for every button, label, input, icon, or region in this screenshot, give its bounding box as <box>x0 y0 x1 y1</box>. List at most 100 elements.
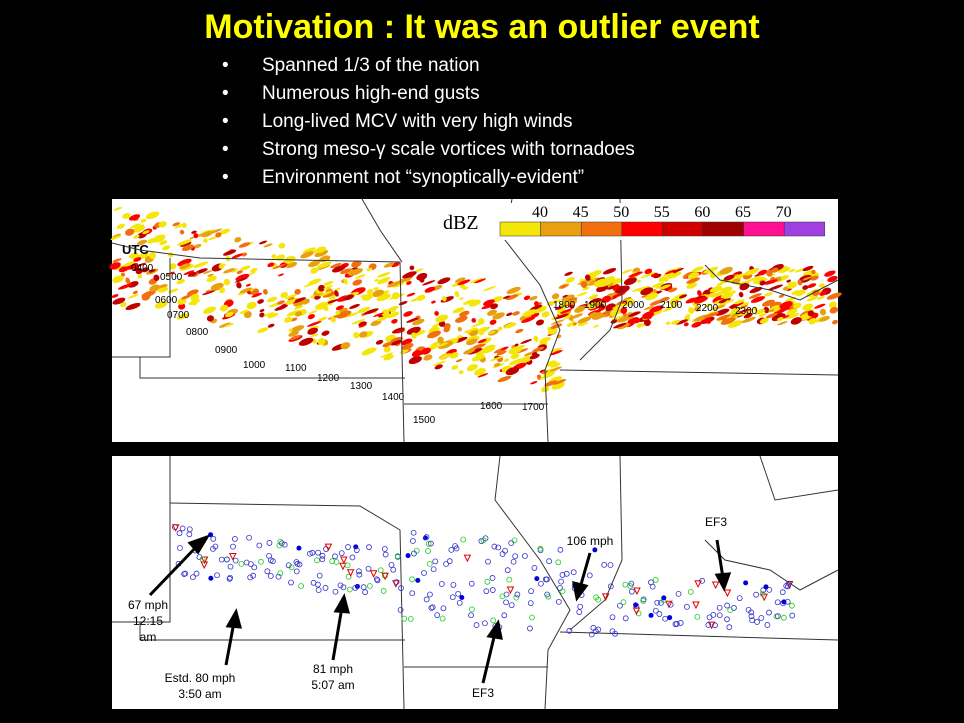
legend-swatch <box>499 221 541 237</box>
wind-report-sig <box>667 615 673 621</box>
wind-report <box>508 602 515 609</box>
radar-echo <box>615 285 630 294</box>
radar-echo <box>420 347 432 355</box>
radar-echo <box>567 299 578 306</box>
radar-echo <box>267 312 279 319</box>
radar-echo <box>771 313 786 322</box>
radar-echo <box>234 236 242 243</box>
radar-echo <box>807 283 817 289</box>
wind-report <box>434 612 441 619</box>
radar-echo <box>818 283 825 288</box>
radar-echo <box>288 328 293 332</box>
wind-report <box>677 620 684 626</box>
radar-echo <box>376 293 391 302</box>
radar-echo <box>359 331 368 338</box>
radar-echo <box>530 381 538 385</box>
wind-report <box>238 560 245 567</box>
radar-echo <box>406 281 412 285</box>
radar-echo <box>655 285 662 289</box>
radar-echo <box>645 292 659 301</box>
annotation: Estd. 80 mph <box>165 671 236 685</box>
radar-echo <box>224 311 234 318</box>
wind-report <box>366 544 372 551</box>
wind-report <box>340 584 347 591</box>
bullet-dot: • <box>222 167 229 188</box>
radar-echo <box>744 312 753 318</box>
wind-report <box>482 620 488 627</box>
wind-report-sig <box>648 612 654 618</box>
wind-report <box>510 558 517 565</box>
radar-echo <box>118 283 132 290</box>
wind-report <box>499 593 506 600</box>
radar-echo <box>410 296 425 302</box>
radar-echo <box>427 330 441 339</box>
arrows <box>148 534 732 684</box>
wind-report <box>176 530 183 537</box>
radar-echo <box>780 306 791 312</box>
time-label: 1100 <box>285 363 307 374</box>
radar-echo <box>330 316 336 323</box>
wind-report <box>346 586 353 593</box>
wind-report <box>789 602 795 609</box>
radar-echo <box>470 322 484 328</box>
radar-echo <box>147 238 157 244</box>
radar-echo <box>308 260 321 268</box>
radar-echo <box>454 277 466 283</box>
wind-report <box>382 551 389 558</box>
radar-echo <box>176 313 190 320</box>
radar-echo <box>201 231 213 238</box>
radar-echo <box>749 286 763 294</box>
wind-report-sig <box>353 544 359 550</box>
annotation: 106 mph <box>567 534 614 548</box>
wind-report <box>558 578 564 585</box>
wind-report <box>748 613 755 620</box>
wind-report <box>586 572 593 579</box>
annotation: 81 mph <box>313 662 353 676</box>
radar-echo <box>382 342 392 348</box>
wind-report <box>410 538 416 544</box>
radar-echo <box>665 303 680 310</box>
radar-echo <box>685 314 691 318</box>
wind-report <box>499 551 506 557</box>
slide-title: Motivation : It was an outlier event <box>204 8 760 46</box>
radar-echo <box>552 379 567 385</box>
wind-report <box>309 549 316 556</box>
wind-report <box>514 591 521 598</box>
state-borders <box>111 198 839 443</box>
radar-echo <box>750 296 766 303</box>
radar-echo <box>807 310 815 317</box>
radar-echo <box>665 321 671 325</box>
wind-report <box>712 622 718 629</box>
radar-echo <box>576 291 588 297</box>
radar-echo <box>502 295 511 299</box>
radar-echo <box>190 293 200 301</box>
wind-report <box>489 587 496 593</box>
radar-echo <box>464 330 469 333</box>
radar-echo <box>432 360 446 366</box>
wind-report <box>275 573 282 580</box>
radar-echo <box>280 291 288 299</box>
radar-echo <box>477 373 489 378</box>
wind-report <box>546 558 553 565</box>
radar-echo <box>207 273 214 277</box>
radar-echo <box>125 277 131 284</box>
time-label: 2100 <box>660 300 683 311</box>
radar-echo <box>330 263 342 269</box>
radar-echo <box>219 287 226 294</box>
legend-swatch <box>702 221 744 237</box>
radar-echo <box>570 313 584 319</box>
radar-echo <box>469 278 483 284</box>
radar-echo <box>458 370 464 375</box>
wind-report <box>179 525 186 532</box>
radar-echo <box>391 318 398 324</box>
wind-report <box>316 572 323 579</box>
radar-echo <box>180 241 192 247</box>
time-label: 1000 <box>243 360 266 371</box>
legend-label: 45 <box>573 204 589 221</box>
wind-report <box>649 583 656 590</box>
radar-echo <box>293 305 304 310</box>
wind-report <box>374 577 381 584</box>
radar-echo <box>733 272 739 275</box>
radar-echo <box>685 297 698 304</box>
wind-report <box>250 572 257 579</box>
